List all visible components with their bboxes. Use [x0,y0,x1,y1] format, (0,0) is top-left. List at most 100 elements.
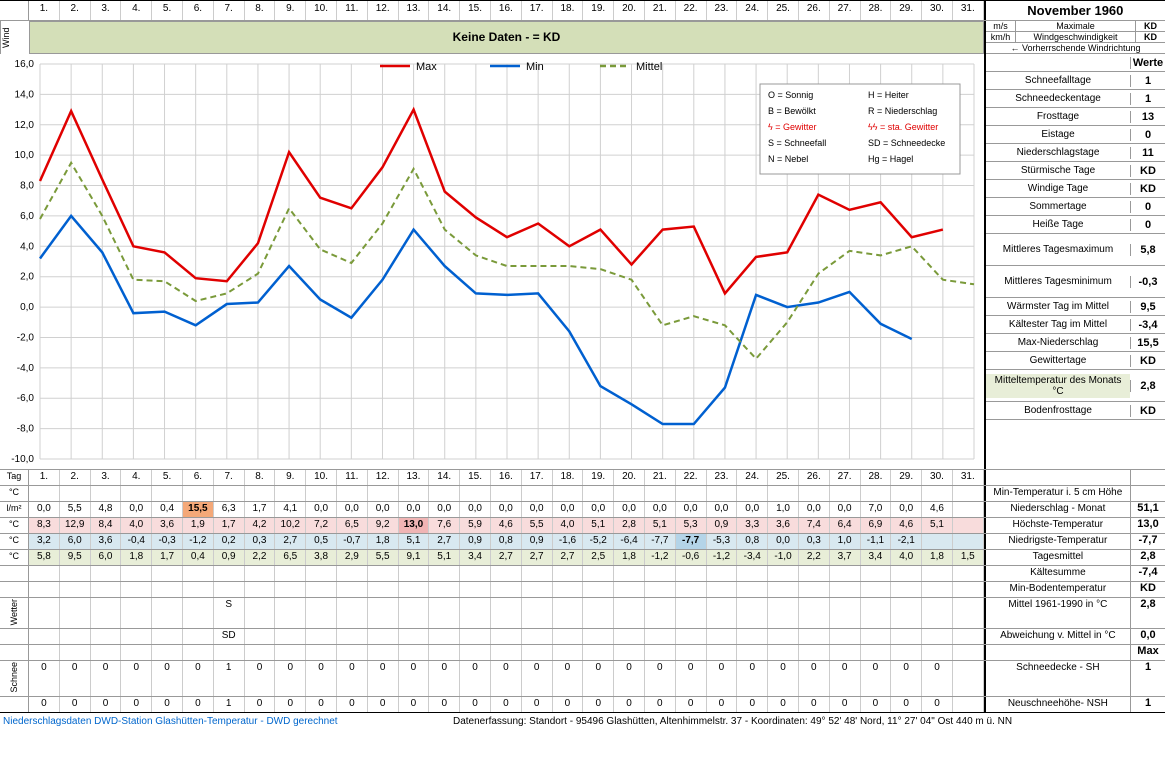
data-row: Min-BodentemperaturKD [0,581,1165,597]
svg-text:ϟϟ = sta. Gewitter: ϟϟ = sta. Gewitter [868,122,938,132]
stat-row: BodenfrosttageKD [986,402,1165,420]
svg-text:Max: Max [416,61,437,73]
day-col: 30. [922,1,953,20]
day-col: 20. [614,1,645,20]
svg-text:N = Nebel: N = Nebel [768,154,808,164]
day-col: 25. [768,1,799,20]
svg-text:14,0: 14,0 [15,89,35,100]
svg-text:-6,0: -6,0 [17,393,35,404]
stat-row: Frosttage13 [986,108,1165,126]
stat-row: Max-Niederschlag15,5 [986,334,1165,352]
data-row: °C8,312,98,44,03,61,91,74,210,27,26,59,2… [0,517,1165,533]
title: November 1960 [984,1,1165,20]
chart-area: -10,0 -8,0 -6,0 -4,0 -2,0 0,0 2,0 4,0 6,0 8,0 10,0… [0,54,1165,469]
svg-text:S = Schneefall: S = Schneefall [768,138,826,148]
stat-row: Wärmster Tag im Mittel9,5 [986,298,1165,316]
data-table: Tag1.2.3.4.5.6.7.8.9.10.11.12.13.14.15.1… [0,469,1165,712]
day-col: 22. [676,1,707,20]
stat-row: Niederschlagstage11 [986,144,1165,162]
data-row: WetterSMittel 1961-1990 in °C2,8 [0,597,1165,628]
svg-text:-8,0: -8,0 [17,424,35,435]
svg-text:O = Sonnig: O = Sonnig [768,90,813,100]
svg-text:H = Heiter: H = Heiter [868,90,909,100]
data-row: SDAbweichung v. Mittel in °C0,0 [0,628,1165,644]
day-col: 16. [491,1,522,20]
wind-label: Wind [0,21,29,54]
day-col: 19. [583,1,614,20]
stat-row: Schneedeckentage1 [986,90,1165,108]
svg-text:ϟ = Gewitter: ϟ = Gewitter [768,122,817,132]
wind-direction: ← Vorherrschende Windrichtung [986,43,1165,53]
day-col: 3. [91,1,122,20]
svg-text:12,0: 12,0 [15,120,35,131]
day-col: 10. [306,1,337,20]
svg-text:2,0: 2,0 [20,272,34,283]
day-col: 6. [183,1,214,20]
temperature-chart: -10,0 -8,0 -6,0 -4,0 -2,0 0,0 2,0 4,0 6,0 8,0 10,0… [0,54,984,469]
day-col: 11. [337,1,368,20]
data-row: °C5,89,56,01,81,70,40,92,26,53,82,95,59,… [0,549,1165,565]
svg-text:4,0: 4,0 [20,241,34,252]
day-col: 18. [553,1,584,20]
data-row: °C3,26,03,6-0,4-0,3-1,20,20,32,70,5-0,71… [0,533,1165,549]
day-col: 15. [460,1,491,20]
wind-section: Wind Keine Daten - = KD m/sMaximaleKD km… [0,20,1165,54]
day-col: 29. [891,1,922,20]
day-col: 23. [707,1,738,20]
day-col: 9. [275,1,306,20]
data-row: Tag1.2.3.4.5.6.7.8.9.10.11.12.13.14.15.1… [0,469,1165,485]
stat-row: Kältester Tag im Mittel-3,4 [986,316,1165,334]
svg-text:R = Niederschlag: R = Niederschlag [868,106,937,116]
svg-text:-4,0: -4,0 [17,363,35,374]
stat-row: Mittleres Tagesminimum-0,3 [986,266,1165,298]
day-col: 7. [214,1,245,20]
footer-location: Datenerfassung: Standort - 95496 Glashüt… [453,716,1162,727]
day-col: 17. [522,1,553,20]
day-col: 5. [152,1,183,20]
stat-row: GewittertageKD [986,352,1165,370]
stat-row: Schneefalltage1 [986,72,1165,90]
stat-row: Mittleres Tagesmaximum5,8 [986,234,1165,266]
data-row: Kältesumme-7,4 [0,565,1165,581]
data-row: Max [0,644,1165,660]
day-col: 27. [830,1,861,20]
data-row: °CMin-Temperatur i. 5 cm Höhe [0,485,1165,501]
footer-source: Niederschlagsdaten DWD-Station Glashütte… [3,716,453,727]
data-row: Schnee000000100000000000000000000000Schn… [0,660,1165,696]
svg-text:Hg = Hagel: Hg = Hagel [868,154,913,164]
day-col: 13. [399,1,430,20]
day-col: 28. [861,1,892,20]
svg-text:Mittel: Mittel [636,61,662,73]
svg-text:10,0: 10,0 [15,150,35,161]
stat-row: Heiße Tage0 [986,216,1165,234]
day-col: 21. [645,1,676,20]
weather-report: 1.2.3.4.5.6.7.8.9.10.11.12.13.14.15.16.1… [0,0,1165,730]
stat-row: Eistage0 [986,126,1165,144]
day-col: 12. [368,1,399,20]
wind-band: Keine Daten - = KD [29,21,984,54]
svg-text:B = Bewölkt: B = Bewölkt [768,106,816,116]
stats-sidebar: WerteSchneefalltage1Schneedeckentage1Fro… [984,54,1165,469]
day-col: 1. [29,1,60,20]
footer: Niederschlagsdaten DWD-Station Glashütte… [0,712,1165,730]
day-col: 4. [121,1,152,20]
day-header: 1.2.3.4.5.6.7.8.9.10.11.12.13.14.15.16.1… [0,0,1165,20]
svg-text:-10,0: -10,0 [11,454,34,465]
stat-row: Werte [986,54,1165,72]
data-row: l/m²0,05,54,80,00,415,56,31,74,10,00,00,… [0,501,1165,517]
day-col: 24. [737,1,768,20]
day-col: 26. [799,1,830,20]
svg-text:6,0: 6,0 [20,211,34,222]
svg-text:0,0: 0,0 [20,302,34,313]
svg-text:8,0: 8,0 [20,181,34,192]
svg-text:Min: Min [526,61,544,73]
day-col: 8. [245,1,276,20]
day-col: 31. [953,1,984,20]
day-col: 14. [429,1,460,20]
stat-row: Mitteltemperatur des Monats °C2,8 [986,370,1165,402]
stat-row: Sommertage0 [986,198,1165,216]
svg-text:SD = Schneedecke: SD = Schneedecke [868,138,945,148]
svg-text:-2,0: -2,0 [17,332,35,343]
stat-row: Stürmische TageKD [986,162,1165,180]
data-row: 000000100000000000000000000000Neuschneeh… [0,696,1165,712]
